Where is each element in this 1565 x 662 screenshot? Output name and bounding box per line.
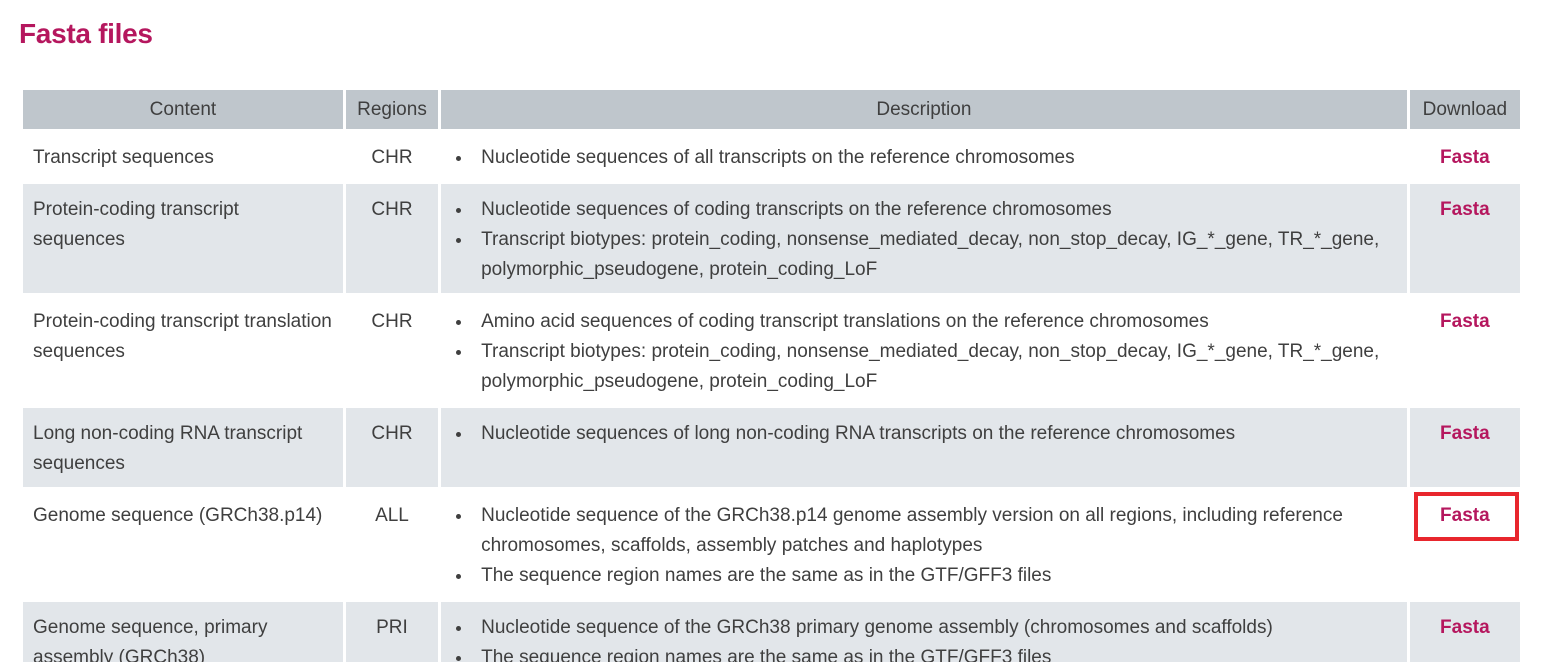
description-cell: Amino acid sequences of coding transcrip… <box>441 296 1407 405</box>
regions-cell: CHR <box>345 408 439 487</box>
description-item: Nucleotide sequence of the GRCh38.p14 ge… <box>473 501 1397 561</box>
content-cell: Protein-coding transcript translation se… <box>33 311 332 362</box>
fasta-files-table: Content Regions Description Download Tra… <box>20 87 1523 662</box>
table-row: Protein-coding transcript translation se… <box>23 296 1520 405</box>
download-cell: Fasta <box>1410 296 1520 405</box>
table-header-row: Content Regions Description Download <box>23 90 1520 129</box>
description-item: The sequence region names are the same a… <box>473 561 1397 591</box>
content-cell: Transcript sequences <box>33 147 214 168</box>
regions-cell: ALL <box>375 505 409 526</box>
description-list: Nucleotide sequence of the GRCh38.p14 ge… <box>451 501 1397 591</box>
column-header-regions: Regions <box>345 90 439 129</box>
table-row: Long non-coding RNA transcript sequences… <box>23 408 1520 487</box>
download-cell: Fasta <box>1409 602 1520 662</box>
column-header-description: Description <box>441 90 1407 129</box>
download-cell: Fasta <box>1410 132 1520 181</box>
fasta-download-link[interactable]: Fasta <box>1440 199 1490 220</box>
fasta-download-link[interactable]: Fasta <box>1440 423 1490 444</box>
description-cell: Nucleotide sequences of long non-coding … <box>441 408 1407 487</box>
fasta-download-link[interactable]: Fasta <box>1440 311 1490 332</box>
regions-cell: CHR <box>345 184 439 293</box>
table-row: Genome sequence, primary assembly (GRCh3… <box>23 602 1520 662</box>
content-cell: Long non-coding RNA transcript sequences <box>23 408 343 487</box>
description-item: The sequence region names are the same a… <box>473 643 1397 662</box>
download-cell: Fasta <box>1409 184 1520 293</box>
description-item: Nucleotide sequences of coding transcrip… <box>473 195 1397 225</box>
regions-cell: CHR <box>371 311 413 332</box>
description-item: Transcript biotypes: protein_coding, non… <box>473 337 1397 397</box>
download-cell: Fasta <box>1409 408 1520 487</box>
table-body: Transcript sequences CHR Nucleotide sequen… <box>23 132 1520 662</box>
description-item: Nucleotide sequence of the GRCh38 primar… <box>473 613 1397 643</box>
description-list: Amino acid sequences of coding transcrip… <box>451 307 1397 397</box>
description-item: Amino acid sequences of coding transcrip… <box>473 307 1397 337</box>
table-row: Genome sequence (GRCh38.p14) ALL Nucleotid… <box>23 490 1520 599</box>
description-item: Nucleotide sequences of long non-coding … <box>473 419 1397 449</box>
content-cell: Genome sequence, primary assembly (GRCh3… <box>23 602 343 662</box>
content-cell: Protein-coding transcript sequences <box>23 184 343 293</box>
download-cell: Fasta <box>1410 490 1520 599</box>
description-cell: Nucleotide sequence of the GRCh38 primar… <box>441 602 1407 662</box>
content-cell: Genome sequence (GRCh38.p14) <box>33 505 323 526</box>
description-list: Nucleotide sequences of coding transcrip… <box>451 195 1397 285</box>
column-header-download: Download <box>1409 90 1520 129</box>
description-list: Nucleotide sequence of the GRCh38 primar… <box>451 613 1397 662</box>
description-item: Nucleotide sequences of all transcripts … <box>473 143 1397 173</box>
description-list: Nucleotide sequences of long non-coding … <box>451 419 1397 449</box>
page-title: Fasta files <box>19 18 153 49</box>
fasta-download-link[interactable]: Fasta <box>1440 617 1490 638</box>
table-row: Transcript sequences CHR Nucleotide sequen… <box>23 132 1520 181</box>
regions-cell: PRI <box>345 602 439 662</box>
fasta-download-link[interactable]: Fasta <box>1440 505 1490 526</box>
description-cell: Nucleotide sequences of all transcripts … <box>441 132 1407 181</box>
description-list: Nucleotide sequences of all transcripts … <box>451 143 1397 173</box>
description-cell: Nucleotide sequence of the GRCh38.p14 ge… <box>441 490 1407 599</box>
column-header-content: Content <box>23 90 343 129</box>
regions-cell: CHR <box>371 147 413 168</box>
fasta-download-link[interactable]: Fasta <box>1440 147 1490 168</box>
description-cell: Nucleotide sequences of coding transcrip… <box>441 184 1407 293</box>
description-item: Transcript biotypes: protein_coding, non… <box>473 225 1397 285</box>
